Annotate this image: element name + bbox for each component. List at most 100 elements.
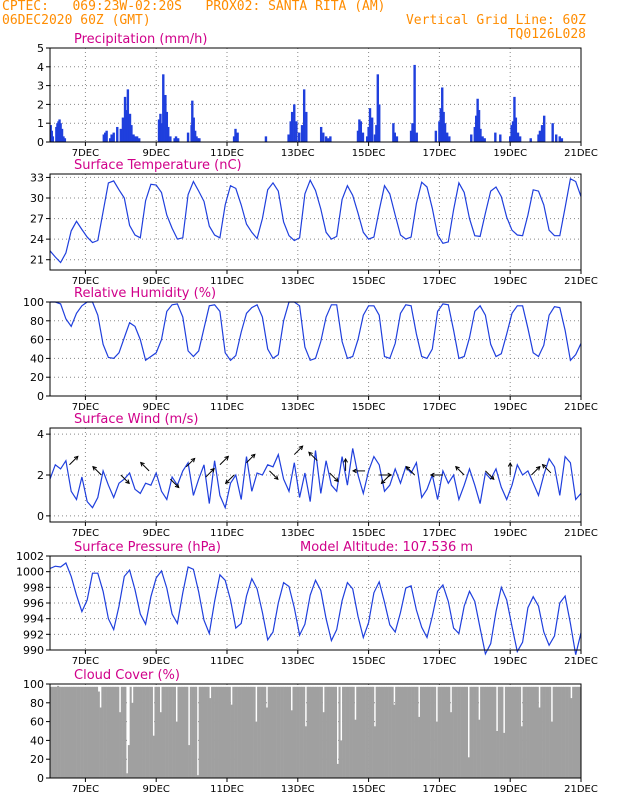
cloud-bar	[563, 686, 566, 778]
x-tick-label: 7DEC	[72, 402, 99, 413]
precip-bar	[327, 138, 330, 142]
cloud-bar	[529, 686, 532, 778]
x-tick-label: 11DEC	[210, 402, 244, 413]
cloud-bar	[219, 686, 222, 778]
cloud-bar	[50, 686, 53, 778]
cloud-bar	[336, 763, 339, 778]
cloud-bar	[497, 686, 500, 778]
cloud-bar	[311, 686, 315, 778]
cloud-bar	[448, 686, 451, 778]
precip-bar	[195, 136, 198, 142]
precip-bar	[196, 138, 200, 142]
cloud-bar	[379, 686, 382, 778]
y-tick-label: 20	[30, 371, 44, 384]
precip-bar	[540, 125, 544, 142]
cloud-bar	[260, 686, 263, 778]
wind-arrow	[225, 474, 235, 484]
cloud-bar	[504, 686, 507, 778]
cloud-bar	[545, 686, 548, 778]
cloud-bar	[465, 686, 469, 778]
cloud-bar	[304, 726, 307, 778]
y-tick-label: 20	[30, 753, 44, 766]
precip-bar	[51, 136, 55, 142]
cloud-bar	[161, 686, 164, 778]
cloud-bar	[205, 686, 208, 778]
cloud-bar	[69, 686, 72, 778]
cloud-bar	[531, 686, 534, 778]
cloud-bar	[83, 686, 86, 778]
cloud-bar	[524, 686, 527, 778]
pres-frame	[49, 555, 582, 651]
cloud-bar	[262, 686, 265, 778]
cloud-bar	[182, 686, 185, 778]
cloud-bar	[577, 686, 580, 778]
wind-arrow-head	[541, 463, 547, 469]
cloud-bar	[508, 686, 511, 778]
y-tick-label: 40	[30, 352, 44, 365]
cloud-bar	[299, 686, 302, 778]
cloud-bar	[113, 686, 116, 778]
grid-line-info-text: Vertical Grid Line: 60Z	[405, 13, 586, 28]
cloud-bar	[570, 698, 573, 778]
precip-bar	[108, 138, 112, 142]
cloud-bar	[343, 686, 346, 778]
cloud-bar	[152, 735, 155, 778]
cloud-bar	[62, 686, 65, 778]
x-tick-label: 7DEC	[72, 784, 99, 795]
cloud-bar	[517, 686, 520, 778]
precip-bar	[555, 134, 558, 142]
cloud-bar	[230, 704, 233, 778]
cloud-bar	[290, 710, 293, 778]
precip-bar	[289, 121, 292, 142]
cloud-bar	[301, 686, 304, 778]
cloud-bar	[92, 686, 95, 778]
cloud-bar	[384, 686, 387, 778]
precip-bar	[537, 134, 540, 142]
x-tick-label: 13DEC	[281, 656, 315, 667]
precip-bar	[411, 123, 414, 142]
cloud-bar	[281, 686, 284, 778]
cloud-bar	[278, 686, 281, 778]
cloud-bar	[400, 686, 403, 778]
cloud-bar	[276, 686, 279, 778]
cloud-bar	[115, 686, 118, 778]
cloud-bar	[207, 686, 210, 778]
cloud-bar	[253, 686, 256, 778]
cloud-bar	[331, 686, 334, 778]
cloud-bar	[294, 686, 297, 778]
cloud-bar	[145, 686, 148, 778]
precip-bar	[551, 123, 554, 142]
cloud-bar	[407, 686, 410, 778]
precip-bar	[438, 121, 441, 142]
cloud-bar	[235, 686, 238, 778]
cloud-bar	[250, 686, 253, 778]
cloud-bar	[446, 686, 449, 778]
cloud-bar	[76, 686, 79, 778]
cloud-bar	[149, 686, 152, 778]
x-tick-label: 7DEC	[72, 148, 99, 159]
cloud-bar	[227, 686, 230, 778]
cloud-bar	[73, 686, 76, 778]
cloud-bar	[87, 686, 90, 778]
cloud-bar	[435, 721, 438, 778]
cloud-bar	[349, 686, 352, 778]
cloud-bar	[159, 712, 162, 778]
precip-bar	[373, 134, 377, 142]
cloud-bar	[338, 686, 341, 778]
precip-bar	[295, 121, 298, 142]
cloud-bar	[380, 686, 384, 778]
wind-arrow	[485, 470, 495, 480]
cloud-bar	[423, 686, 426, 778]
cloud-bar	[127, 745, 130, 778]
precip-bar	[509, 136, 512, 142]
cloud-bar	[350, 686, 353, 778]
wind-arrow-head	[429, 472, 435, 478]
cloud-bar	[119, 712, 122, 778]
precip-bar	[378, 104, 381, 142]
precip-bar	[128, 113, 132, 142]
precip-bar	[477, 110, 481, 142]
precip-bar	[356, 130, 360, 142]
precip-bar	[119, 128, 122, 142]
precip-bar	[302, 89, 306, 142]
cloud-bar	[552, 686, 555, 778]
